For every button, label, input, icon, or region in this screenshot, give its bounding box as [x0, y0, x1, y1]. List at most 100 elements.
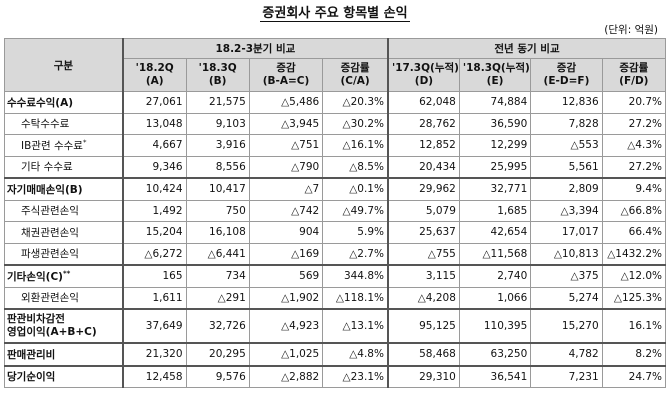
row-label: 판관비차감전 영업이익(A+B+C)	[3, 308, 124, 344]
cell-value: 37,649	[121, 308, 187, 344]
row-label: 채권관련손익	[3, 221, 124, 244]
cell-value: 12,458	[121, 364, 187, 388]
cell-value: 12,852	[386, 134, 460, 157]
cell-value: △4,923	[248, 308, 324, 344]
cell-value: △6,272	[121, 242, 187, 266]
cell-value: 27.2%	[601, 155, 667, 179]
cell-value: 16,108	[185, 221, 250, 244]
cell-value: 20.7%	[601, 91, 667, 114]
cell-value: 4,782	[530, 342, 603, 366]
header-group-yoy: 전년 동기 비교	[386, 38, 666, 59]
cell-value: 27.2%	[601, 112, 667, 135]
cell-value: △66.8%	[601, 199, 667, 222]
cell-value: 58,468	[386, 342, 460, 366]
header-col-label: 증감	[276, 62, 296, 74]
cell-value: 3,916	[185, 134, 250, 157]
table-row: 파생관련손익 △6,272 △6,441 △169 △2.7% △755 △11,568 △1…	[3, 242, 667, 266]
cell-value: 5.9%	[322, 221, 389, 244]
cell-value: 9,576	[185, 364, 250, 388]
cell-value: 7,828	[530, 112, 603, 135]
header-col-label: '18.3Q(누적)	[462, 62, 530, 74]
header-col-sublabel: (E-D=F)	[543, 75, 590, 87]
cell-value: 42,654	[458, 221, 532, 244]
cell-value: △16.1%	[322, 134, 389, 157]
row-label-text: 수탁수수료	[21, 118, 70, 131]
header-category: 구분	[3, 38, 124, 92]
cell-value: 10,424	[121, 177, 187, 201]
row-label: 기타 수수료	[3, 155, 124, 179]
header-col-sublabel: (F/D)	[619, 75, 649, 87]
row-label-text: 주식관련손익	[21, 205, 79, 218]
cell-value: 16.1%	[601, 308, 667, 344]
row-label: 수수료수익(A)	[3, 91, 124, 114]
cell-value: 1,066	[458, 286, 532, 310]
header-col-4: 증감률 (C/A)	[322, 58, 389, 92]
header-col-sublabel: (A)	[145, 75, 164, 87]
cell-value: 5,561	[530, 155, 603, 179]
cell-value: △0.1%	[322, 177, 389, 201]
cell-value: △4.8%	[322, 342, 389, 366]
cell-value: △49.7%	[322, 199, 389, 222]
cell-value: △1432.2%	[601, 242, 667, 266]
row-label-text: 수수료수익(A)	[7, 96, 74, 109]
table-row: 판관비차감전 영업이익(A+B+C) 37,649 32,726 △4,923 △13.1…	[3, 308, 667, 344]
table-row: 수수료수익(A) 27,061 21,575 △5,486 △20.3% 62,048 74…	[3, 91, 667, 114]
cell-value: △23.1%	[322, 364, 389, 388]
cell-value: 13,048	[121, 112, 187, 135]
cell-value: 1,611	[121, 286, 187, 310]
header-col-6: '18.3Q(누적) (E)	[458, 58, 532, 92]
cell-value: △291	[185, 286, 250, 310]
header-col-label: 증감률	[340, 62, 370, 74]
cell-value: △4.3%	[601, 134, 667, 157]
cell-value: 9,103	[185, 112, 250, 135]
row-label-text: 판관비차감전	[7, 313, 65, 325]
cell-value: △2.7%	[322, 242, 389, 266]
cell-value: △5,486	[248, 91, 324, 114]
row-label-text: 자기매매손익(B)	[7, 183, 83, 196]
cell-value: 750	[185, 199, 250, 222]
header-col-5: '17.3Q(누적) (D)	[386, 58, 460, 92]
table-row: 자기매매손익(B) 10,424 10,417 △7 △0.1% 29,962 32,771…	[3, 177, 667, 201]
cell-value: △2,882	[248, 364, 324, 388]
header-col-2: '18.3Q (B)	[185, 58, 250, 92]
cell-value: △12.0%	[601, 264, 667, 288]
page-title: 증권회사 주요 항목별 손익	[260, 6, 410, 22]
cell-value: △7	[248, 177, 324, 201]
header-col-1: '18.2Q (A)	[121, 58, 187, 92]
table-row: 주식관련손익 1,492 750 △742 △49.7% 5,079 1,685 △3,394…	[3, 199, 667, 222]
row-label-text: 외환관련손익	[21, 292, 79, 305]
row-label-text: 기타손익(C)	[7, 270, 63, 283]
header-col-label: 증감률	[619, 62, 649, 74]
cell-value: 15,270	[530, 308, 603, 344]
header-col-label: '18.3Q	[198, 62, 237, 74]
cell-value: △6,441	[185, 242, 250, 266]
row-label-text: 파생관련손익	[21, 248, 79, 261]
cell-value: 12,299	[458, 134, 532, 157]
cell-value: △3,394	[530, 199, 603, 222]
header-col-label: '18.2Q	[135, 62, 174, 74]
cell-value: 1,685	[458, 199, 532, 222]
cell-value: △553	[530, 134, 603, 157]
row-label: 수탁수수료	[3, 112, 124, 135]
cell-value: △1,025	[248, 342, 324, 366]
header-col-3: 증감 (B-A=C)	[248, 58, 324, 92]
cell-value: 165	[121, 264, 187, 288]
header-col-label: '17.3Q(누적)	[391, 62, 459, 74]
header-group-quarter: 18.2-3분기 비교	[121, 38, 389, 59]
cell-value: 32,771	[458, 177, 532, 201]
row-label-text: 채권관련손익	[21, 226, 79, 239]
cell-value: 10,417	[185, 177, 250, 201]
cell-value: 62,048	[386, 91, 460, 114]
table-row: 수탁수수료 13,048 9,103 △3,945 △30.2% 28,762 36,590…	[3, 112, 667, 135]
row-label: IB관련 수수료*	[3, 134, 124, 157]
cell-value: 3,115	[386, 264, 460, 288]
table-body: 수수료수익(A) 27,061 21,575 △5,486 △20.3% 62,048 74…	[3, 91, 667, 388]
cell-value: 9,346	[121, 155, 187, 179]
cell-value: 21,320	[121, 342, 187, 366]
cell-value: 904	[248, 221, 324, 244]
row-label-text-2: 영업이익(A+B+C)	[7, 326, 97, 338]
cell-value: 32,726	[185, 308, 250, 344]
cell-value: 24.7%	[601, 364, 667, 388]
cell-value: △3,945	[248, 112, 324, 135]
cell-value: 5,274	[530, 286, 603, 310]
